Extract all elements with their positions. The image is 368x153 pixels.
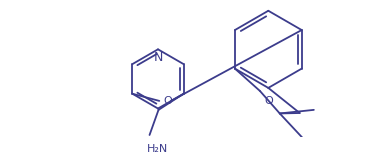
Text: O: O: [265, 95, 273, 106]
Text: H₂N: H₂N: [147, 144, 168, 153]
Text: N: N: [154, 51, 163, 64]
Text: O: O: [163, 96, 172, 106]
